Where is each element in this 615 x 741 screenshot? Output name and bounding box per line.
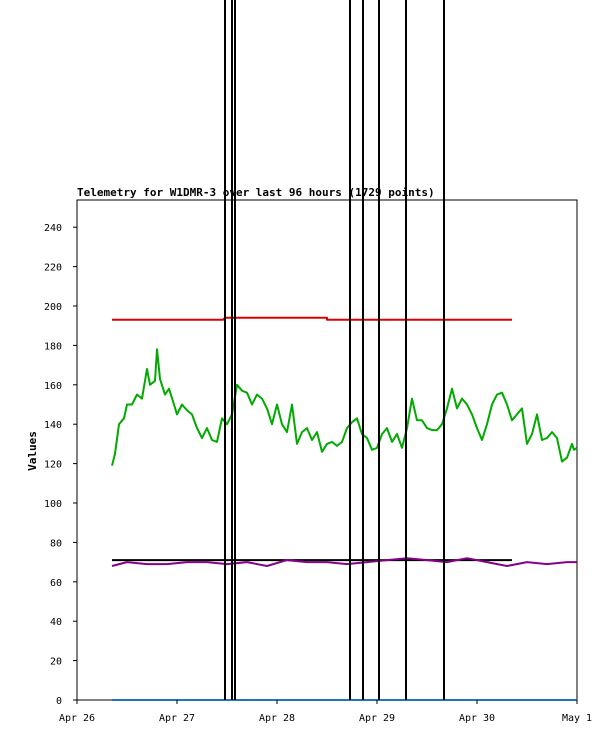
series-line-1 bbox=[112, 316, 512, 321]
y-tick-label: 40 bbox=[50, 617, 62, 628]
y-axis-label: Values bbox=[26, 431, 39, 471]
x-tick-label: Apr 26 bbox=[59, 713, 95, 724]
x-axis: Apr 26 Apr 27 Apr 28 Apr 29 Apr 30 May 1 bbox=[59, 700, 592, 724]
y-tick-label: 220 bbox=[44, 263, 62, 274]
y-tick-label: 100 bbox=[44, 499, 62, 510]
series-layer bbox=[111, 316, 578, 701]
y-tick-label: 180 bbox=[44, 341, 62, 352]
x-tick-label: Apr 27 bbox=[159, 713, 195, 724]
x-tick-label: Apr 28 bbox=[259, 713, 295, 724]
chart-title: Telemetry for W1DMR-3 over last 96 hours… bbox=[77, 186, 435, 199]
y-tick-label: 60 bbox=[50, 578, 62, 589]
y-tick-label: 0 bbox=[56, 696, 62, 707]
x-tick-label: Apr 30 bbox=[459, 713, 495, 724]
y-tick-label: 80 bbox=[50, 538, 62, 549]
y-tick-label: 20 bbox=[50, 657, 62, 668]
x-tick-label: Apr 29 bbox=[359, 713, 395, 724]
y-tick-label: 160 bbox=[44, 381, 62, 392]
plot-frame bbox=[76, 199, 578, 701]
y-tick-label: 140 bbox=[44, 420, 62, 431]
y-tick-label: 120 bbox=[44, 460, 62, 471]
black-lines-layer bbox=[224, 0, 445, 700]
y-axis: 0 20 40 60 80 100 120 140 160 180 200 220 240 bbox=[44, 223, 77, 707]
spikes-layer bbox=[224, 615, 445, 700]
y-tick-label: 240 bbox=[44, 223, 62, 234]
x-tick-label: May 1 bbox=[562, 713, 592, 724]
y-tick-label: 200 bbox=[44, 302, 62, 313]
series-line-2 bbox=[111, 348, 578, 466]
series-line-4 bbox=[111, 557, 577, 567]
